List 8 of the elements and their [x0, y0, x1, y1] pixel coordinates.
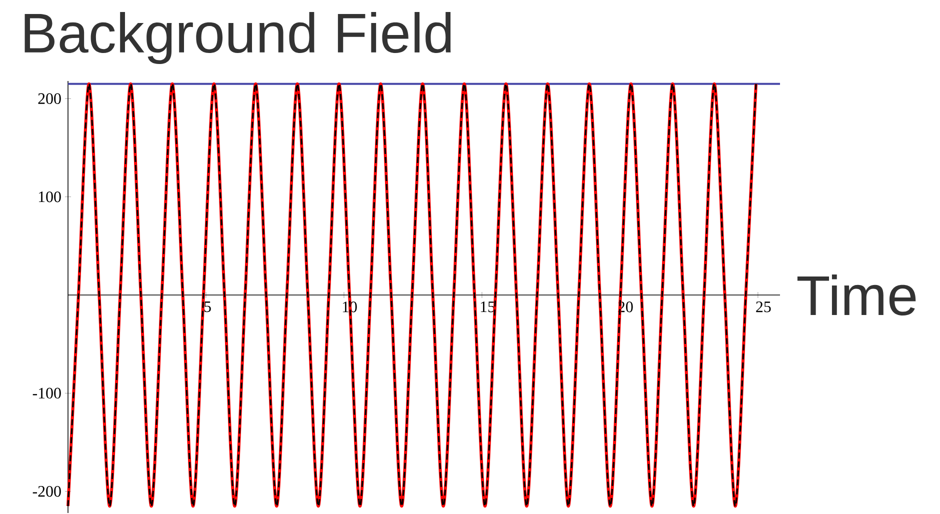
x-tick-label: 25 — [756, 302, 771, 312]
chart-title: Background Field — [24, 12, 451, 64]
y-tick-label: -100 — [32, 388, 61, 399]
y-tick-label: -200 — [32, 486, 61, 497]
y-tick-label: 200 — [38, 93, 61, 104]
x-tick-label: 5 — [204, 302, 211, 312]
y-tick-label: 100 — [38, 191, 61, 202]
x-axis-title: Time — [797, 274, 916, 316]
